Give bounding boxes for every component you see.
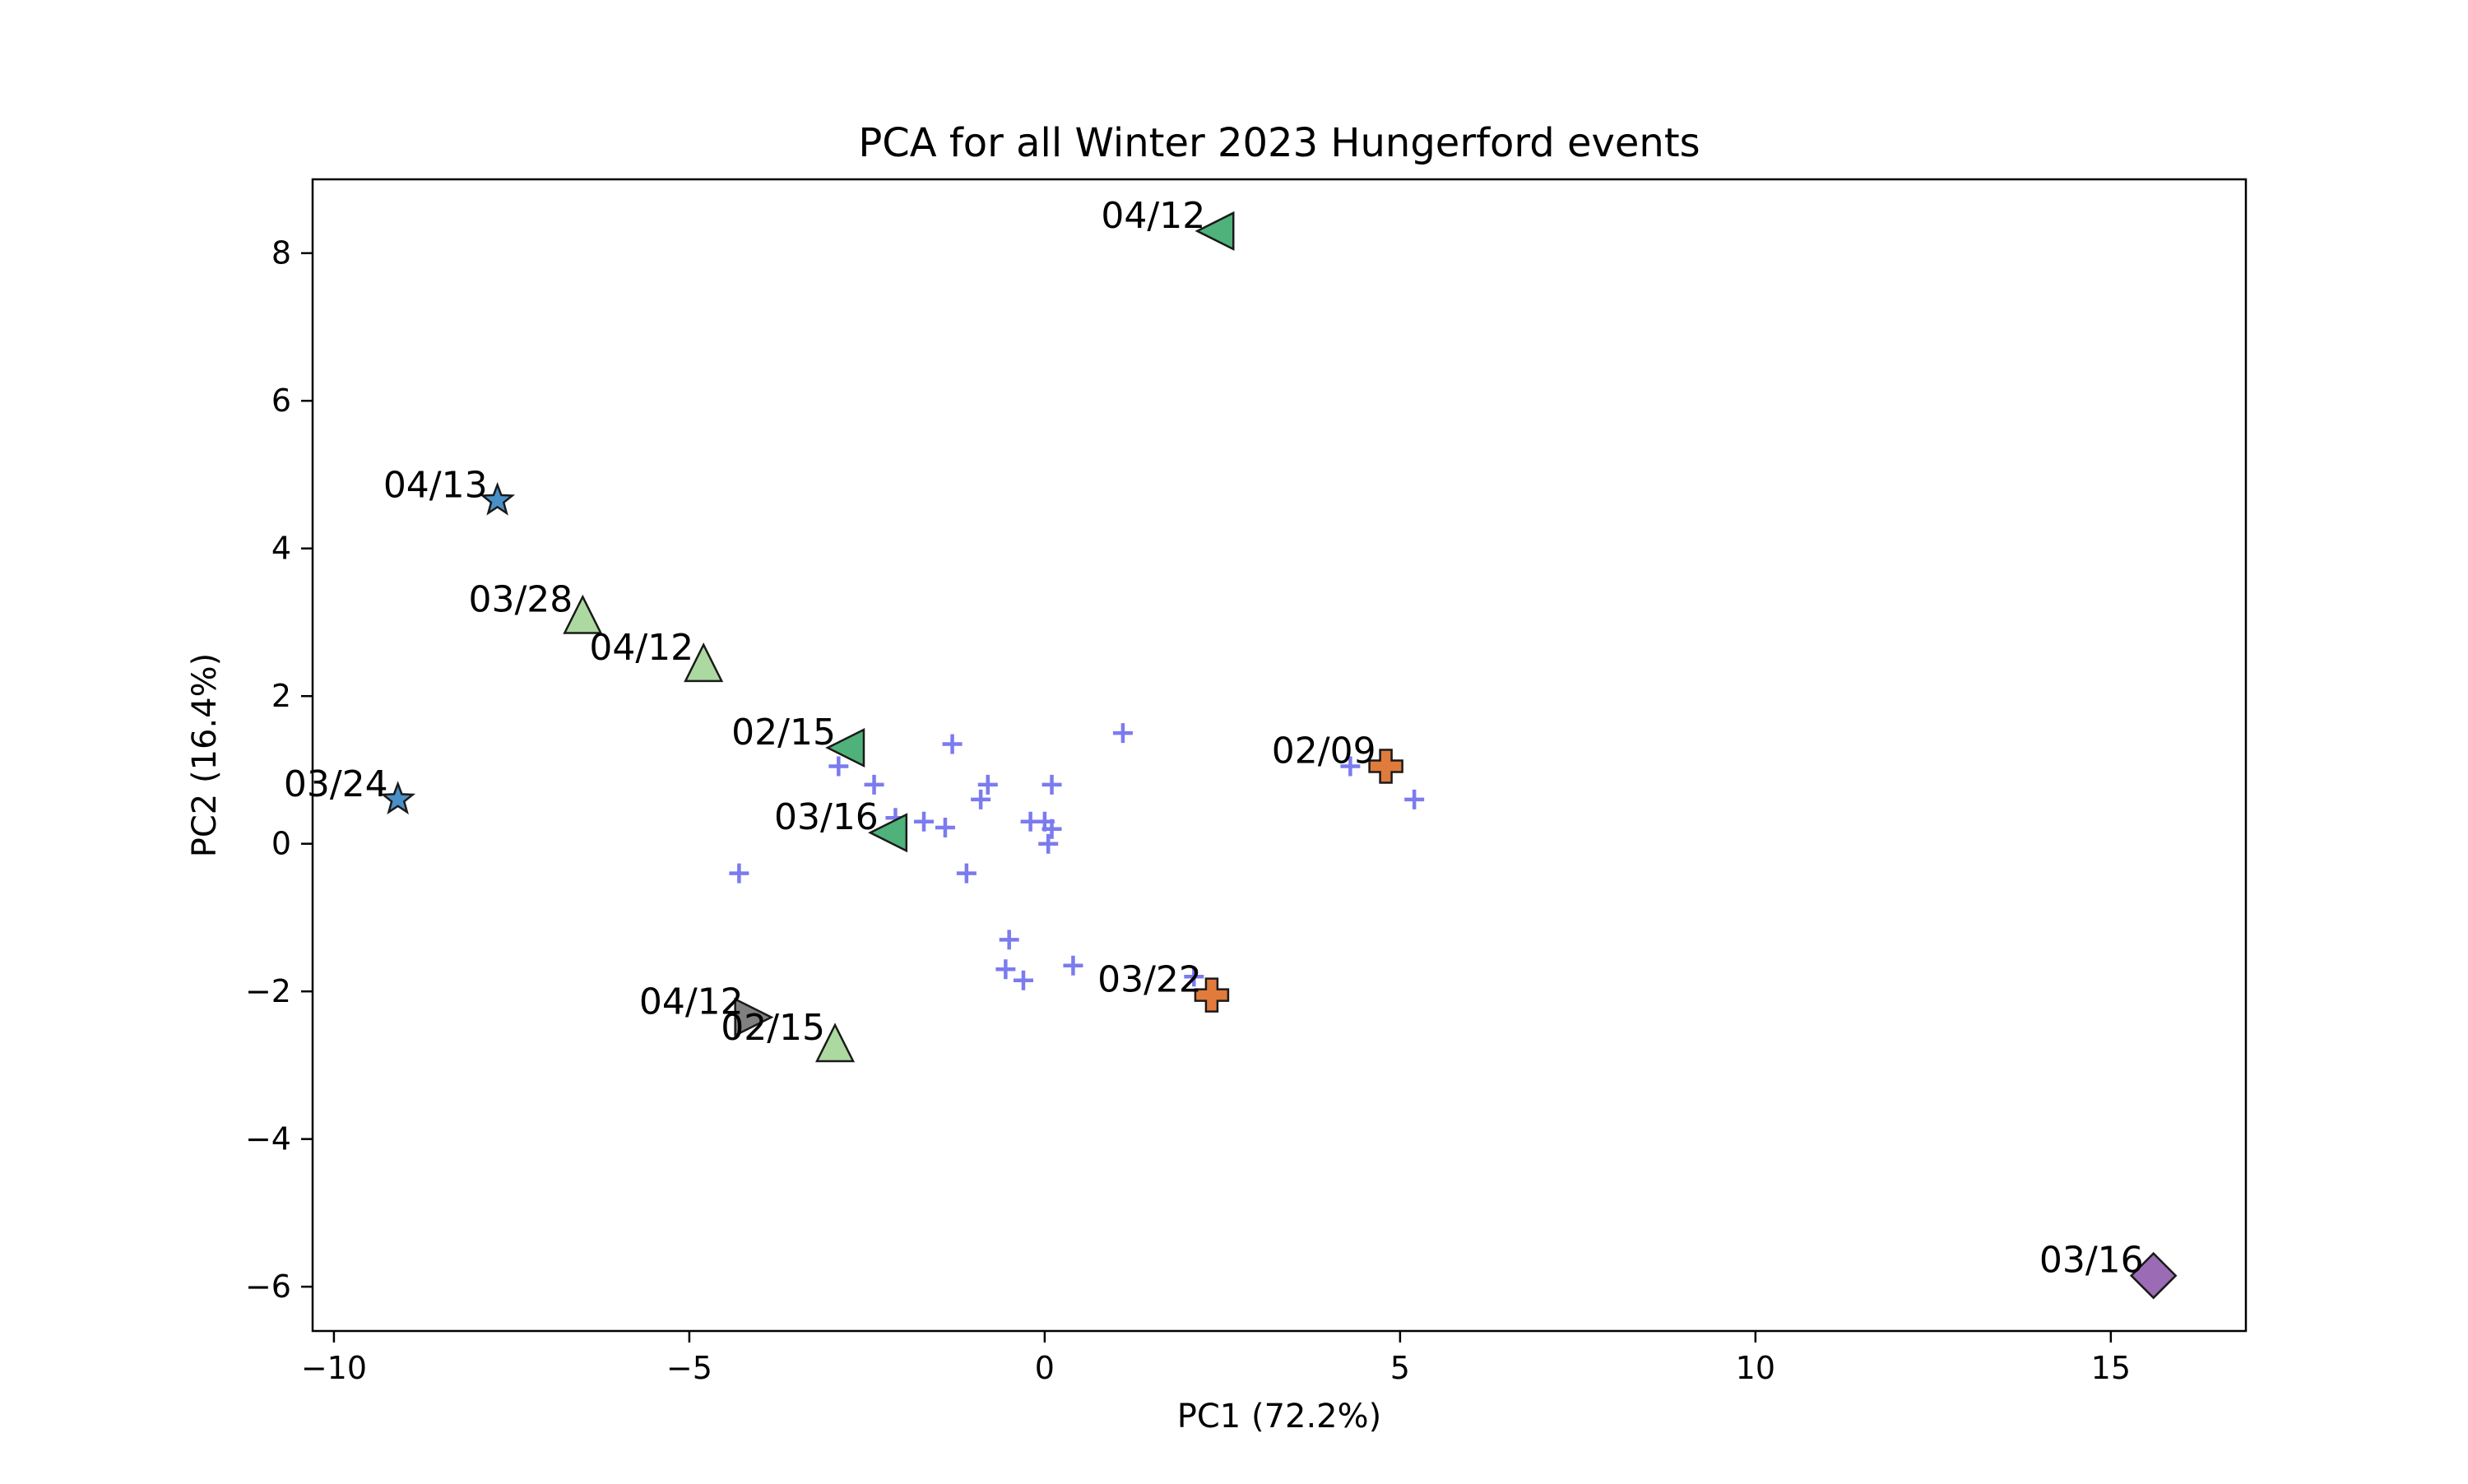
background-point xyxy=(1041,774,1062,795)
background-point xyxy=(828,756,849,777)
point-label: 04/13 xyxy=(383,464,488,506)
background-point xyxy=(1041,819,1062,839)
y-tick-label: −4 xyxy=(245,1121,291,1157)
background-point xyxy=(995,959,1016,980)
highlighted-point xyxy=(380,781,416,815)
highlighted-points xyxy=(380,211,2178,1300)
x-tick-label: 10 xyxy=(1736,1350,1775,1386)
background-point xyxy=(1340,756,1361,777)
background-point xyxy=(1038,833,1059,854)
y-tick-label: 2 xyxy=(271,678,291,714)
y-tick-label: 6 xyxy=(271,383,291,419)
highlighted-point xyxy=(2129,1251,2178,1300)
highlighted-point xyxy=(868,813,908,853)
x-tick-label: 5 xyxy=(1390,1350,1410,1386)
point-label: 02/15 xyxy=(721,1007,825,1049)
highlighted-point xyxy=(1194,977,1230,1013)
highlighted-point xyxy=(734,997,774,1037)
background-points xyxy=(729,723,1425,990)
point-label: 03/16 xyxy=(2039,1240,2144,1282)
point-label: 04/12 xyxy=(1101,195,1205,237)
background-point xyxy=(1013,970,1033,990)
background-point xyxy=(1112,723,1133,744)
y-tick-label: 8 xyxy=(271,235,291,271)
x-tick-label: −10 xyxy=(301,1350,367,1386)
highlighted-point xyxy=(1195,211,1235,251)
point-label: 03/28 xyxy=(468,578,573,620)
highlighted-point xyxy=(1368,749,1403,784)
highlighted-point xyxy=(480,481,516,516)
x-tick-label: 15 xyxy=(2091,1350,2131,1386)
background-point xyxy=(1063,955,1083,976)
point-label: 03/22 xyxy=(1097,959,1202,1001)
x-tick-label: 0 xyxy=(1035,1350,1055,1386)
point-label: 03/24 xyxy=(284,763,388,805)
y-tick-label: −2 xyxy=(245,973,291,1009)
background-point xyxy=(914,811,935,832)
y-tick-label: 0 xyxy=(271,826,291,862)
x-axis-label: PC1 (72.2%) xyxy=(1177,1398,1382,1435)
point-label: 03/16 xyxy=(774,796,879,838)
background-point xyxy=(1184,967,1204,987)
background-point xyxy=(956,863,977,883)
y-tick-label: 4 xyxy=(271,531,291,567)
point-label: 04/12 xyxy=(639,981,744,1023)
background-point xyxy=(977,774,998,795)
point-label: 02/15 xyxy=(731,712,836,754)
background-point xyxy=(935,817,955,837)
point-label: 02/09 xyxy=(1272,730,1376,772)
background-point xyxy=(999,930,1019,950)
y-axis-label: PC2 (16.4%) xyxy=(186,653,224,858)
background-point xyxy=(1404,789,1425,809)
y-tick-label: −6 xyxy=(245,1268,291,1305)
background-point xyxy=(971,789,991,809)
highlighted-point xyxy=(563,594,603,634)
plot-frame xyxy=(311,178,2248,1333)
highlighted-point xyxy=(684,642,724,683)
chart-title: PCA for all Winter 2023 Hungerford event… xyxy=(858,120,1700,166)
point-labels: 04/1204/1303/2804/1202/1503/2403/1602/09… xyxy=(284,195,2144,1282)
point-label: 04/12 xyxy=(589,627,694,669)
background-point xyxy=(942,734,963,754)
highlighted-point xyxy=(814,1023,856,1063)
x-tick-label: −5 xyxy=(666,1350,712,1386)
highlighted-point xyxy=(825,728,865,768)
background-point xyxy=(729,863,749,883)
axes: −10 −5 0 5 10 15 −6 −4 −2 0 2 4 6 8 xyxy=(245,235,2131,1386)
background-point xyxy=(864,774,884,795)
